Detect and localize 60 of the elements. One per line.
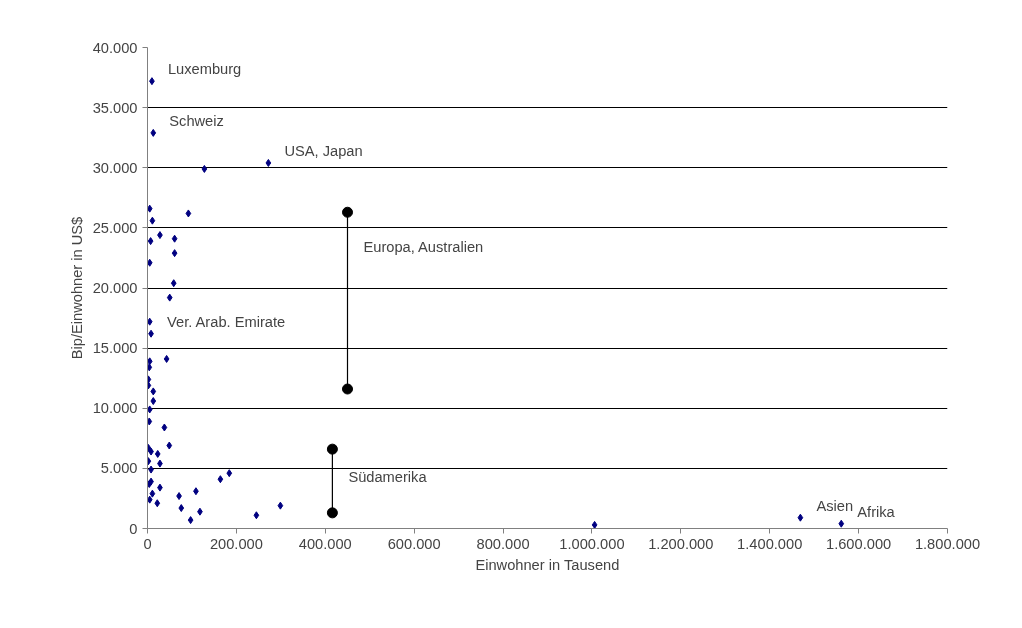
- x-tick-label: 200.000: [209, 535, 263, 552]
- annotation: Luxemburg: [167, 61, 242, 78]
- point: [149, 216, 156, 225]
- x-axis-title: Einwohner in Tausend: [475, 556, 620, 573]
- point: [171, 234, 178, 243]
- x-tick-label: 1.200.000: [648, 535, 714, 552]
- x-tick-label: 600.000: [387, 535, 441, 552]
- point: [326, 443, 338, 455]
- y-tick-label: 15.000: [92, 340, 138, 357]
- x-tick-label: 1.600.000: [826, 535, 892, 552]
- y-tick-label: 35.000: [92, 99, 138, 116]
- point: [265, 158, 272, 167]
- x-tick-label: 800.000: [476, 535, 530, 552]
- point: [342, 206, 353, 218]
- annotation: Ver. Arab. Emirate: [167, 313, 286, 330]
- point: [226, 469, 233, 478]
- annotation: Südamerika: [348, 468, 428, 485]
- point: [150, 128, 157, 137]
- point: [163, 354, 170, 363]
- point: [217, 475, 224, 484]
- annotation: Schweiz: [169, 112, 224, 129]
- annotation: Afrika: [857, 503, 896, 520]
- point: [161, 423, 168, 432]
- y-tick-label: 30.000: [92, 159, 138, 176]
- annotation: Europa, Australien: [363, 239, 484, 256]
- x-tick-label: 1.000.000: [559, 535, 625, 552]
- point: [150, 397, 157, 406]
- x-tick-label: 400.000: [298, 535, 352, 552]
- point: [342, 383, 353, 395]
- point: [201, 164, 208, 173]
- point: [185, 209, 192, 218]
- point: [149, 489, 156, 498]
- point: [166, 293, 173, 302]
- annotation: USA, Japan: [284, 142, 363, 159]
- annotation: Asien: [816, 497, 854, 514]
- y-tick-label: 40.000: [92, 39, 138, 56]
- x-tick-label: 1.800.000: [914, 535, 981, 552]
- y-tick-label: 20.000: [92, 280, 138, 296]
- point: [178, 504, 185, 513]
- point: [253, 511, 260, 520]
- y-axis-title: Bip/Einwohner in US$: [68, 216, 85, 360]
- point: [166, 441, 173, 450]
- point: [187, 516, 194, 525]
- point: [150, 387, 157, 396]
- point: [838, 519, 845, 528]
- x-tick-label: 0: [143, 535, 152, 552]
- point: [154, 499, 161, 508]
- point: [154, 449, 161, 458]
- x-tick-label: 1.400.000: [737, 535, 803, 552]
- point: [277, 501, 284, 510]
- point: [326, 507, 338, 519]
- point: [591, 520, 598, 529]
- y-tick-label: 10.000: [92, 400, 138, 417]
- point: [171, 249, 178, 258]
- y-tick-label: 5.000: [100, 460, 138, 477]
- y-tick-label: 0: [129, 520, 138, 537]
- y-tick-label: 25.000: [92, 219, 138, 236]
- point: [147, 237, 154, 246]
- point: [170, 279, 177, 288]
- point: [797, 513, 804, 522]
